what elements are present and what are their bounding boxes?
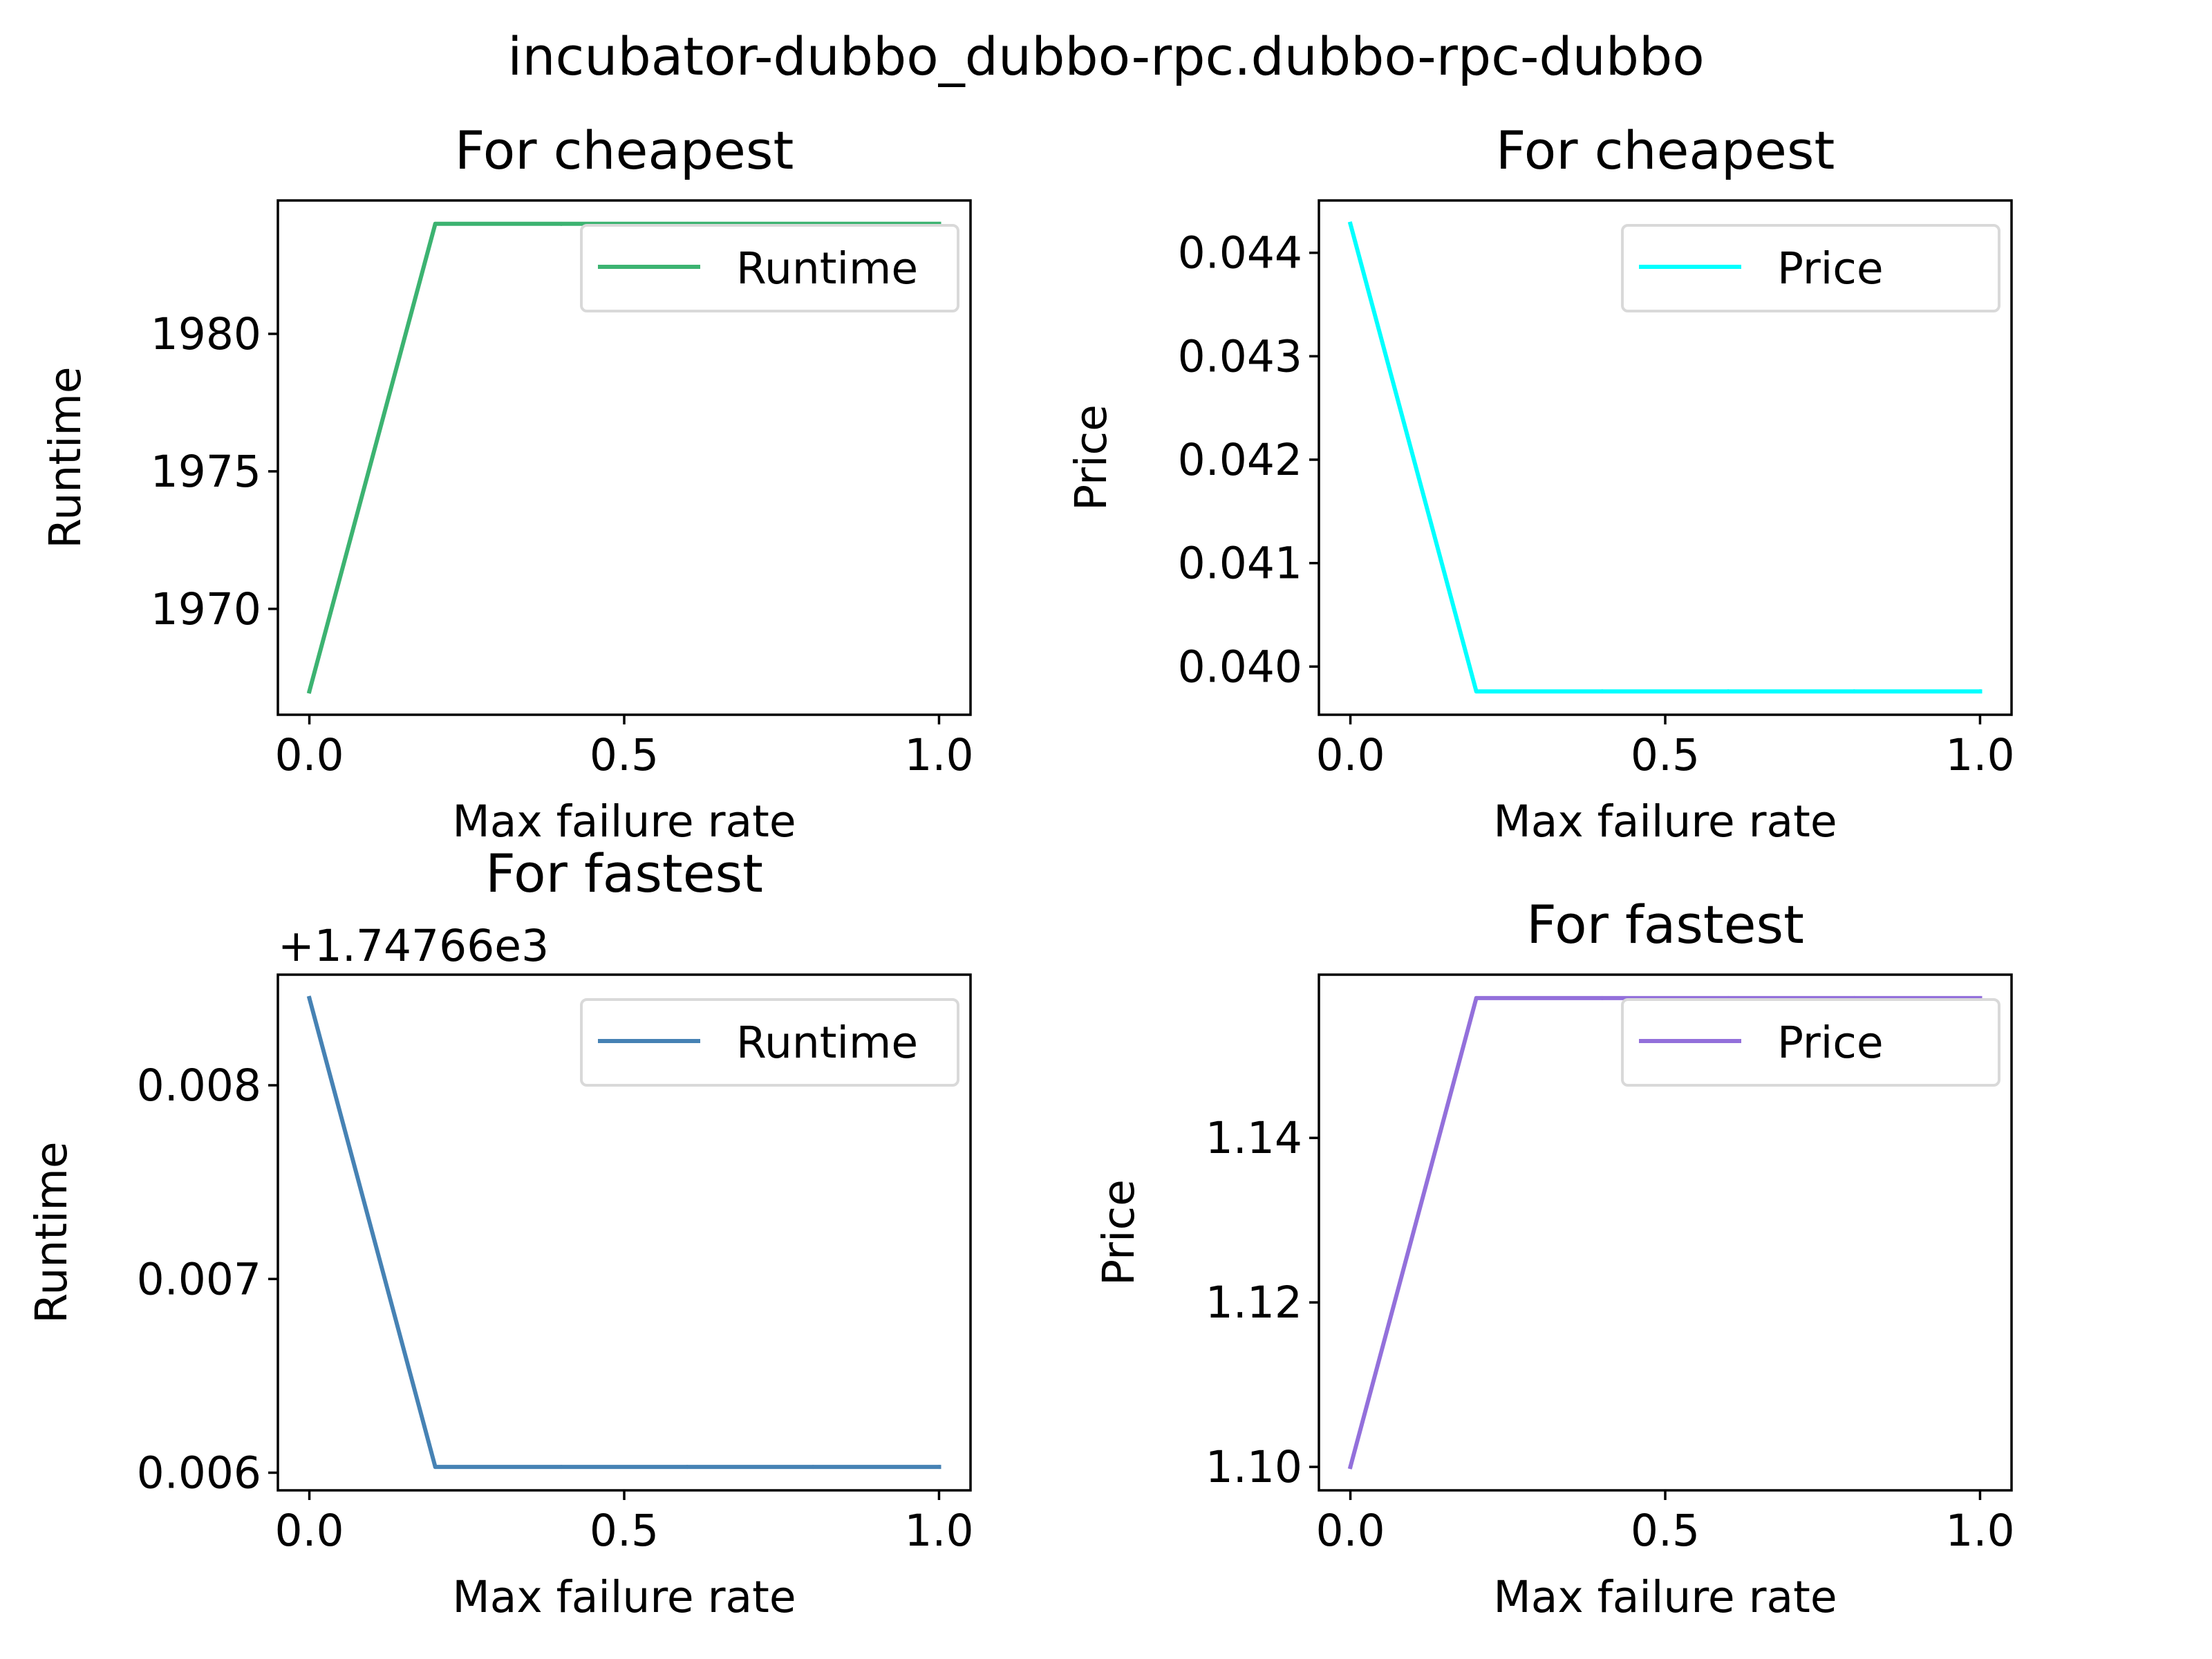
subplot-4: For fastest 0.0 0.5 1.0 1.10 1.12 1.14 Max fail… [1094, 894, 2015, 1622]
y-tick-label: 0.041 [1178, 538, 1302, 589]
subplot-title: For fastest [1526, 894, 1804, 955]
legend-box [580, 998, 959, 1087]
y-tick-label: 1.14 [1206, 1113, 1302, 1163]
legend-label: Runtime [736, 243, 918, 294]
y-axis-label: Runtime [26, 1141, 77, 1323]
y-tick-label: 0.040 [1178, 641, 1302, 692]
subplot-3: For fastest 0.0 0.5 1.0 0.006 0.007 0.008 +1.74… [26, 843, 974, 1622]
y-axis-label: Price [1066, 404, 1116, 511]
y-tick-label: 1.10 [1206, 1442, 1302, 1492]
legend-label: Price [1777, 243, 1884, 294]
data-point [1474, 689, 1479, 694]
y-tick-label: 1980 [151, 309, 261, 359]
subplot-2: For cheapest 0.0 0.5 1.0 0.040 0.041 0.042 0.04… [1066, 120, 2015, 847]
data-point [937, 1465, 941, 1470]
x-tick-label: 1.0 [904, 730, 973, 780]
x-tick-label: 0.0 [1315, 1506, 1385, 1556]
data-point [433, 1465, 438, 1470]
data-point [1978, 689, 1983, 694]
x-axis-label: Max failure rate [452, 796, 796, 847]
legend-label: Runtime [736, 1018, 918, 1068]
x-tick-label: 0.0 [274, 730, 344, 780]
x-tick-label: 0.5 [590, 730, 659, 780]
y-tick-label: 0.044 [1178, 228, 1302, 279]
x-tick-label: 0.0 [1315, 730, 1385, 780]
x-axis-label: Max failure rate [1493, 796, 1837, 847]
y-axis-label: Price [1094, 1179, 1144, 1286]
data-point [1348, 1465, 1353, 1470]
data-point [685, 1465, 690, 1470]
legend-label: Price [1777, 1018, 1884, 1068]
y-axis-label: Runtime [40, 366, 91, 548]
subplot-title: For cheapest [1496, 120, 1835, 181]
figure-suptitle: incubator-dubbo_dubbo-rpc.dubbo-rpc-dubb… [507, 26, 1705, 87]
y-tick-label: 0.006 [137, 1447, 261, 1498]
series-line-price [1347, 995, 1983, 1470]
data-point [1600, 995, 1604, 1000]
y-tick-label: 0.007 [137, 1254, 261, 1304]
y-offset-text: +1.74766e3 [278, 921, 549, 971]
data-point [433, 221, 438, 226]
data-point [1852, 689, 1857, 694]
legend-box [1621, 998, 2000, 1087]
legend-box [580, 224, 959, 312]
data-point [811, 1465, 816, 1470]
x-tick-label: 0.5 [590, 1506, 659, 1556]
x-tick-label: 1.0 [1945, 1506, 2014, 1556]
y-tick-label: 0.043 [1178, 331, 1302, 382]
y-tick-label: 0.008 [137, 1060, 261, 1111]
series-line-price [1347, 221, 1983, 694]
data-point [559, 221, 563, 226]
data-point [559, 1465, 563, 1470]
y-tick-label: 1970 [151, 584, 261, 635]
y-tick-label: 1.12 [1206, 1277, 1302, 1328]
subplot-title: For fastest [485, 843, 763, 904]
y-tick-label: 1975 [151, 447, 261, 497]
y-tick-label: 0.042 [1178, 435, 1302, 485]
legend: Runtime [580, 998, 959, 1087]
x-tick-label: 0.0 [274, 1506, 344, 1556]
data-point [1348, 221, 1353, 226]
x-tick-label: 1.0 [904, 1506, 973, 1556]
legend: Runtime [580, 224, 959, 312]
legend: Price [1621, 998, 2000, 1087]
x-tick-label: 0.5 [1631, 1506, 1700, 1556]
legend-box [1621, 224, 2000, 312]
data-point [1726, 689, 1731, 694]
data-point [307, 995, 312, 1000]
data-point [1600, 689, 1604, 694]
x-tick-label: 1.0 [1945, 730, 2014, 780]
data-point [1474, 995, 1479, 1000]
x-axis-label: Max failure rate [452, 1572, 796, 1622]
legend: Price [1621, 224, 2000, 312]
series-line-runtime [306, 221, 941, 694]
x-axis-label: Max failure rate [1493, 1572, 1837, 1622]
x-tick-label: 0.5 [1631, 730, 1700, 780]
subplot-1: For cheapest 0.0 0.5 1.0 1970 1975 1980 Max fai… [40, 120, 974, 847]
series-line-runtime [306, 995, 941, 1470]
subplot-title: For cheapest [455, 120, 794, 181]
data-point [307, 689, 312, 694]
